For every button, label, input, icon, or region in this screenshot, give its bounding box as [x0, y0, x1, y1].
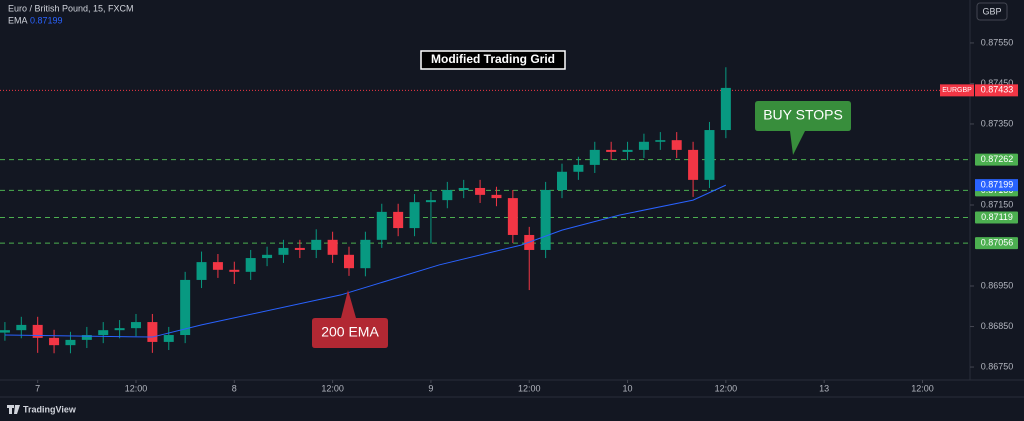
- candle-body: [376, 211, 387, 240]
- candle-body: [360, 239, 371, 269]
- candle-body: [130, 322, 141, 329]
- candle-body: [638, 141, 649, 150]
- symbol-box: [940, 84, 974, 97]
- ema-label-box: [975, 179, 1018, 192]
- y-tick-label: 0.86750: [981, 361, 1014, 371]
- currency-label[interactable]: GBP: [982, 6, 1001, 16]
- annotation-callout: [755, 101, 851, 155]
- candle-body: [294, 247, 305, 250]
- x-tick-label: 12:00: [911, 383, 934, 393]
- candle-body: [720, 87, 731, 131]
- x-tick-label: 13: [819, 383, 829, 393]
- candle-body: [409, 202, 420, 229]
- y-tick-label: 0.86950: [981, 280, 1014, 290]
- title-box: [420, 50, 566, 70]
- candle-body: [0, 330, 10, 333]
- level-label: 0.87056: [981, 237, 1014, 247]
- candle-body: [589, 149, 600, 165]
- logo: TradingView: [7, 404, 77, 414]
- candle-body: [81, 335, 92, 340]
- y-tick-label: 0.87150: [981, 199, 1014, 209]
- x-tick-label: 7: [35, 383, 40, 393]
- indicator-value: 0.87199: [30, 15, 63, 25]
- y-tick-label: 0.87350: [981, 118, 1014, 128]
- currency-button[interactable]: [976, 2, 1008, 21]
- candle-body: [606, 149, 617, 152]
- candle-body: [98, 330, 109, 336]
- ema-label: 0.87199: [981, 180, 1014, 190]
- candle-body: [655, 140, 666, 142]
- logo-shape: [9, 405, 12, 414]
- candle-body: [393, 211, 404, 229]
- x-tick-label: 12:00: [125, 383, 148, 393]
- annotation-text: 200 EMA: [321, 324, 379, 340]
- last-price-label: 0.87433: [981, 85, 1014, 95]
- candle-body: [262, 254, 273, 259]
- candle-body: [229, 269, 240, 272]
- level-label: 0.87262: [981, 154, 1014, 164]
- candle-body: [425, 200, 436, 203]
- candle-body: [507, 198, 518, 235]
- ema-line: [4, 184, 727, 338]
- candle-body: [442, 190, 453, 201]
- symbol-title: Euro / British Pound, 15, FXCM: [8, 3, 134, 13]
- candle-body: [671, 140, 682, 150]
- x-tick-label: 8: [232, 383, 237, 393]
- candle-body: [475, 187, 486, 195]
- candle-body: [49, 337, 60, 346]
- x-tick-label: 9: [428, 383, 433, 393]
- y-tick-label: 0.87450: [981, 78, 1014, 88]
- x-tick-label: 12:00: [518, 383, 541, 393]
- x-tick-label: 12:00: [321, 383, 344, 393]
- candle-body: [32, 324, 43, 338]
- candle-body: [278, 247, 289, 255]
- candle-body: [540, 190, 551, 250]
- level-label-box: [975, 211, 1018, 224]
- candle-body: [212, 262, 223, 270]
- candle-body: [458, 187, 469, 190]
- candle-body: [327, 239, 338, 255]
- candle-body: [114, 328, 125, 331]
- candle-body: [245, 258, 256, 272]
- candle-body: [704, 130, 715, 180]
- x-tick-label: 10: [623, 383, 633, 393]
- annotation-text: BUY STOPS: [763, 107, 843, 123]
- x-tick-label: 12:00: [715, 383, 738, 393]
- level-label: 0.87119: [981, 212, 1013, 222]
- candle-body: [163, 335, 174, 342]
- brand: TradingView: [23, 404, 77, 414]
- level-label-box: [975, 153, 1018, 166]
- symbol-label: EURGBP: [942, 87, 972, 94]
- y-tick-label: 0.86850: [981, 321, 1014, 331]
- chart-title: Modified Trading Grid: [431, 52, 555, 66]
- candle-body: [557, 171, 568, 190]
- level-label-box: [975, 237, 1018, 250]
- candle-body: [16, 324, 27, 331]
- logo-shape: [14, 405, 20, 414]
- last-price-box: [975, 84, 1018, 97]
- indicator-name: EMA: [8, 15, 28, 25]
- candle-body: [196, 262, 207, 280]
- candle-body: [688, 149, 699, 180]
- candle-body: [622, 149, 633, 152]
- annotation-callout: [312, 290, 388, 348]
- candle-body: [491, 194, 502, 199]
- candle-body: [573, 164, 584, 172]
- candle-body: [344, 254, 355, 269]
- y-tick-label: 0.87550: [981, 37, 1014, 47]
- candle-body: [65, 339, 76, 346]
- candle-body: [311, 239, 322, 250]
- candle-body: [147, 322, 158, 342]
- candle-body: [180, 279, 191, 336]
